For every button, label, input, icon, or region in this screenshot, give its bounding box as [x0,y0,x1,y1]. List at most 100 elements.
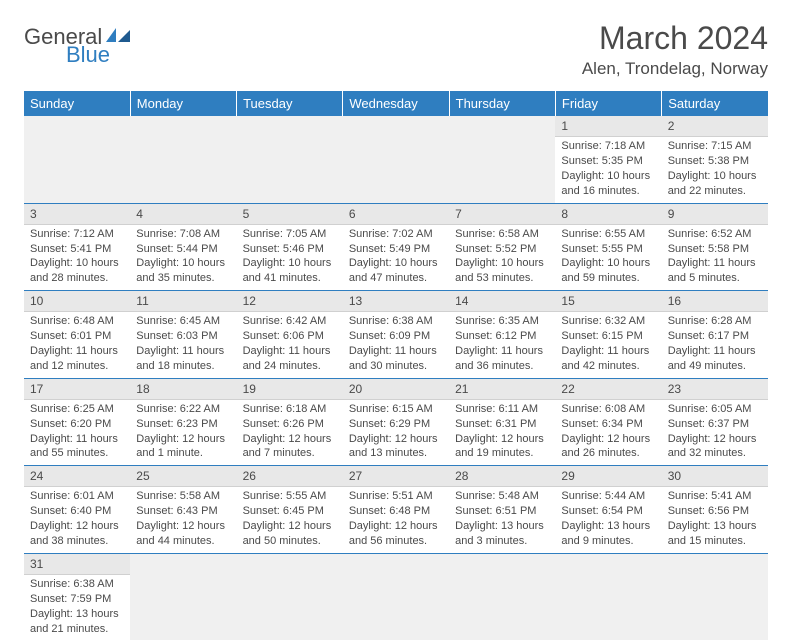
calendar-cell: 6Sunrise: 7:02 AMSunset: 5:49 PMDaylight… [343,203,449,291]
sunset-text: Sunset: 6:26 PM [243,417,337,432]
daylight-text: Daylight: 12 hours and 13 minutes. [349,432,443,462]
day-number: 2 [662,116,768,137]
sunrise-text: Sunrise: 7:05 AM [243,227,337,242]
sunrise-text: Sunrise: 6:25 AM [30,402,124,417]
day-number: 14 [449,291,555,312]
day-details: Sunrise: 6:22 AMSunset: 6:23 PMDaylight:… [130,400,236,465]
sunset-text: Sunset: 5:58 PM [668,242,762,257]
sunset-text: Sunset: 6:31 PM [455,417,549,432]
sunset-text: Sunset: 6:23 PM [136,417,230,432]
daylight-text: Daylight: 11 hours and 36 minutes. [455,344,549,374]
day-details: Sunrise: 5:55 AMSunset: 6:45 PMDaylight:… [237,487,343,552]
day-details: Sunrise: 6:15 AMSunset: 6:29 PMDaylight:… [343,400,449,465]
sunset-text: Sunset: 6:43 PM [136,504,230,519]
day-details: Sunrise: 6:11 AMSunset: 6:31 PMDaylight:… [449,400,555,465]
calendar-cell-empty [130,116,236,203]
calendar-row: 17Sunrise: 6:25 AMSunset: 6:20 PMDayligh… [24,378,768,466]
daylight-text: Daylight: 11 hours and 5 minutes. [668,256,762,286]
daylight-text: Daylight: 12 hours and 44 minutes. [136,519,230,549]
sunrise-text: Sunrise: 7:02 AM [349,227,443,242]
sunrise-text: Sunrise: 6:52 AM [668,227,762,242]
calendar-row: 10Sunrise: 6:48 AMSunset: 6:01 PMDayligh… [24,291,768,379]
daylight-text: Daylight: 11 hours and 49 minutes. [668,344,762,374]
calendar-row: 24Sunrise: 6:01 AMSunset: 6:40 PMDayligh… [24,466,768,554]
calendar-row: 1Sunrise: 7:18 AMSunset: 5:35 PMDaylight… [24,116,768,203]
daylight-text: Daylight: 10 hours and 35 minutes. [136,256,230,286]
sunrise-text: Sunrise: 6:15 AM [349,402,443,417]
sunset-text: Sunset: 5:55 PM [561,242,655,257]
calendar-cell: 14Sunrise: 6:35 AMSunset: 6:12 PMDayligh… [449,291,555,379]
day-details: Sunrise: 6:28 AMSunset: 6:17 PMDaylight:… [662,312,768,377]
month-title: March 2024 [582,20,768,57]
sunrise-text: Sunrise: 6:58 AM [455,227,549,242]
day-number: 5 [237,204,343,225]
calendar-cell-empty [343,553,449,640]
sunrise-text: Sunrise: 6:45 AM [136,314,230,329]
day-number: 13 [343,291,449,312]
day-details: Sunrise: 6:25 AMSunset: 6:20 PMDaylight:… [24,400,130,465]
daylight-text: Daylight: 10 hours and 53 minutes. [455,256,549,286]
weekday-header-row: SundayMondayTuesdayWednesdayThursdayFrid… [24,91,768,116]
daylight-text: Daylight: 12 hours and 38 minutes. [30,519,124,549]
sunrise-text: Sunrise: 6:01 AM [30,489,124,504]
calendar-cell-empty [237,116,343,203]
day-number: 28 [449,466,555,487]
calendar-cell: 25Sunrise: 5:58 AMSunset: 6:43 PMDayligh… [130,466,236,554]
sunrise-text: Sunrise: 7:12 AM [30,227,124,242]
sunset-text: Sunset: 6:56 PM [668,504,762,519]
sunrise-text: Sunrise: 6:38 AM [30,577,124,592]
day-number: 12 [237,291,343,312]
sunrise-text: Sunrise: 5:51 AM [349,489,443,504]
day-details: Sunrise: 6:45 AMSunset: 6:03 PMDaylight:… [130,312,236,377]
calendar-cell-empty [343,116,449,203]
daylight-text: Daylight: 12 hours and 1 minute. [136,432,230,462]
day-details: Sunrise: 5:41 AMSunset: 6:56 PMDaylight:… [662,487,768,552]
logo-text-blue: Blue [66,44,110,66]
sunset-text: Sunset: 6:17 PM [668,329,762,344]
calendar-cell: 24Sunrise: 6:01 AMSunset: 6:40 PMDayligh… [24,466,130,554]
sunset-text: Sunset: 5:38 PM [668,154,762,169]
calendar-cell: 11Sunrise: 6:45 AMSunset: 6:03 PMDayligh… [130,291,236,379]
calendar-cell: 1Sunrise: 7:18 AMSunset: 5:35 PMDaylight… [555,116,661,203]
sunset-text: Sunset: 6:34 PM [561,417,655,432]
sunset-text: Sunset: 6:06 PM [243,329,337,344]
day-details: Sunrise: 6:52 AMSunset: 5:58 PMDaylight:… [662,225,768,290]
day-number: 4 [130,204,236,225]
calendar-cell-empty [555,553,661,640]
day-details: Sunrise: 6:38 AMSunset: 7:59 PMDaylight:… [24,575,130,640]
sunset-text: Sunset: 6:09 PM [349,329,443,344]
sunset-text: Sunset: 6:29 PM [349,417,443,432]
calendar-cell-empty [662,553,768,640]
weekday-header: Sunday [24,91,130,116]
day-number: 30 [662,466,768,487]
sunrise-text: Sunrise: 5:41 AM [668,489,762,504]
weekday-header: Wednesday [343,91,449,116]
weekday-header: Saturday [662,91,768,116]
day-number: 23 [662,379,768,400]
calendar-cell: 23Sunrise: 6:05 AMSunset: 6:37 PMDayligh… [662,378,768,466]
day-details: Sunrise: 6:58 AMSunset: 5:52 PMDaylight:… [449,225,555,290]
day-details: Sunrise: 5:44 AMSunset: 6:54 PMDaylight:… [555,487,661,552]
sunrise-text: Sunrise: 6:28 AM [668,314,762,329]
sunset-text: Sunset: 6:12 PM [455,329,549,344]
weekday-header: Tuesday [237,91,343,116]
weekday-header: Monday [130,91,236,116]
calendar-cell: 3Sunrise: 7:12 AMSunset: 5:41 PMDaylight… [24,203,130,291]
calendar-cell: 9Sunrise: 6:52 AMSunset: 5:58 PMDaylight… [662,203,768,291]
day-details: Sunrise: 6:55 AMSunset: 5:55 PMDaylight:… [555,225,661,290]
daylight-text: Daylight: 11 hours and 42 minutes. [561,344,655,374]
day-number: 15 [555,291,661,312]
daylight-text: Daylight: 10 hours and 47 minutes. [349,256,443,286]
location: Alen, Trondelag, Norway [582,59,768,79]
daylight-text: Daylight: 10 hours and 22 minutes. [668,169,762,199]
daylight-text: Daylight: 11 hours and 24 minutes. [243,344,337,374]
sunrise-text: Sunrise: 6:38 AM [349,314,443,329]
sunset-text: Sunset: 6:01 PM [30,329,124,344]
day-details: Sunrise: 6:38 AMSunset: 6:09 PMDaylight:… [343,312,449,377]
calendar-cell-empty [237,553,343,640]
sunset-text: Sunset: 6:48 PM [349,504,443,519]
daylight-text: Daylight: 13 hours and 21 minutes. [30,607,124,637]
day-details: Sunrise: 5:48 AMSunset: 6:51 PMDaylight:… [449,487,555,552]
calendar-cell: 13Sunrise: 6:38 AMSunset: 6:09 PMDayligh… [343,291,449,379]
sunrise-text: Sunrise: 6:08 AM [561,402,655,417]
